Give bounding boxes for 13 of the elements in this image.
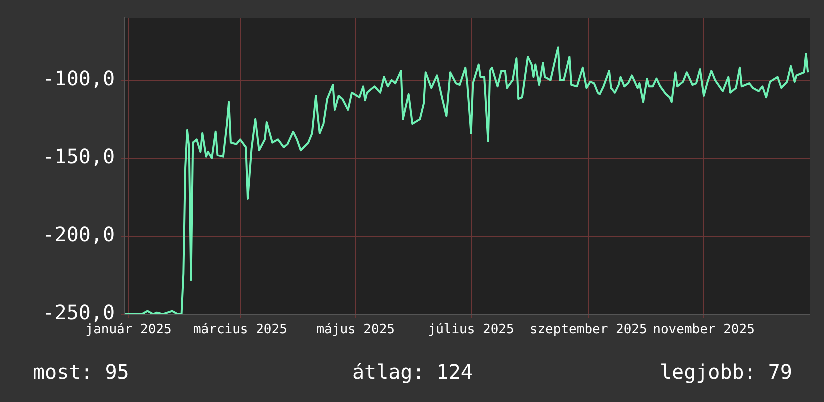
text: legjobb: 79 xyxy=(660,360,792,384)
text: átlag: 124 xyxy=(352,360,473,384)
y-tick-label: -100,0 xyxy=(42,66,115,91)
x-tick-label: szeptember 2025 xyxy=(530,322,648,338)
text: most: 95 xyxy=(33,360,130,384)
y-tick-label: -250,0 xyxy=(42,300,115,325)
x-tick-label: január 2025 xyxy=(86,322,172,338)
y-tick-label: -200,0 xyxy=(42,222,115,247)
x-tick-label: május 2025 xyxy=(316,322,395,338)
x-tick-label: július 2025 xyxy=(428,322,514,338)
x-tick-label: március 2025 xyxy=(193,322,288,338)
x-tick-label: november 2025 xyxy=(653,322,755,338)
y-tick-label: -150,0 xyxy=(42,144,115,169)
